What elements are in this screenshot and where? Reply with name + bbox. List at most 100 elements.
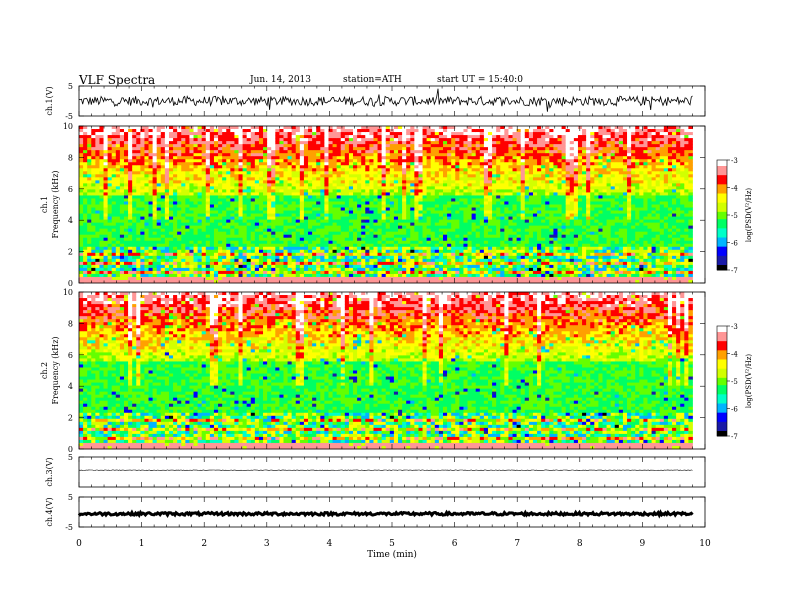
spectrogram-cell: [292, 147, 296, 150]
spectrogram-cell: [243, 274, 247, 277]
spectrogram-cell: [361, 180, 365, 183]
spectrogram-cell: [202, 183, 206, 186]
spectrogram-cell: [304, 138, 308, 141]
spectrogram-cell: [161, 238, 165, 241]
spectrogram-cell: [251, 265, 255, 268]
spectrogram-cell: [300, 256, 304, 259]
spectrogram-cell: [116, 247, 120, 250]
spectrogram-cell: [279, 192, 283, 195]
spectrogram-cell: [87, 201, 91, 204]
spectrogram-cell: [202, 244, 206, 247]
spectrogram-cell: [144, 195, 148, 198]
spectrogram-cell: [369, 208, 373, 211]
spectrogram-cell: [234, 180, 238, 183]
spectrogram-cell: [320, 244, 324, 247]
spectrogram-cell: [251, 208, 255, 211]
spectrogram-cell: [132, 189, 136, 192]
spectrogram-cell: [263, 205, 267, 208]
spectrogram-cell: [418, 135, 422, 138]
spectrogram-cell: [214, 162, 218, 165]
spectrogram-cell: [124, 268, 128, 271]
spectrogram-cell: [406, 177, 410, 180]
spectrogram-cell: [161, 156, 165, 159]
spectrogram-cell: [455, 268, 459, 271]
spectrogram-cell: [243, 226, 247, 229]
spectrogram-cell: [390, 214, 394, 217]
spectrogram-cell: [214, 138, 218, 141]
spectrogram-cell: [210, 220, 214, 223]
spectrogram-cell: [99, 259, 103, 262]
spectrogram-cell: [418, 189, 422, 192]
spectrogram-cell: [455, 241, 459, 244]
spectrogram-cell: [402, 150, 406, 153]
spectrogram-cell: [390, 177, 394, 180]
spectrogram-cell: [214, 265, 218, 268]
spectrogram-cell: [361, 156, 365, 159]
spectrogram-cell: [455, 235, 459, 238]
spectrogram-cell: [210, 168, 214, 171]
spectrogram-cell: [214, 223, 218, 226]
spectrogram-cell: [263, 232, 267, 235]
spectrogram-cell: [263, 241, 267, 244]
spectrogram-cell: [210, 156, 214, 159]
spectrogram-cell: [390, 138, 394, 141]
spectrogram-cell: [443, 168, 447, 171]
spectrogram-cell: [214, 232, 218, 235]
spectrogram-cell: [95, 256, 99, 259]
spectrogram-cell: [230, 132, 234, 135]
spectrogram-cell: [157, 232, 161, 235]
spectrogram-cell: [292, 189, 296, 192]
spectrogram-cell: [177, 186, 181, 189]
spectrogram-cell: [234, 277, 238, 280]
spectrogram-cell: [378, 205, 382, 208]
spectrogram-cell: [308, 223, 312, 226]
spectrogram-cell: [279, 129, 283, 132]
spectrogram-cell: [206, 141, 210, 144]
spectrogram-cell: [333, 171, 337, 174]
spectrogram-cell: [296, 253, 300, 256]
spectrogram-cell: [296, 147, 300, 150]
spectrogram-cell: [202, 253, 206, 256]
spectrogram-cell: [427, 156, 431, 159]
spectrogram-cell: [83, 256, 87, 259]
spectrogram-cell: [402, 177, 406, 180]
spectrogram-cell: [194, 208, 198, 211]
spectrogram-cell: [185, 129, 189, 132]
spectrogram-cell: [149, 235, 153, 238]
spectrogram-cell: [275, 153, 279, 156]
spectrogram-cell: [251, 201, 255, 204]
spectrogram-cell: [222, 153, 226, 156]
spectrogram-cell: [410, 168, 414, 171]
spectrogram-cell: [79, 198, 83, 201]
spectrogram-cell: [288, 265, 292, 268]
spectrogram-cell: [132, 144, 136, 147]
spectrogram-cell: [382, 141, 386, 144]
spectrogram-cell: [402, 132, 406, 135]
spectrogram-cell: [320, 232, 324, 235]
spectrogram-cell: [337, 274, 341, 277]
spectrogram-cell: [271, 271, 275, 274]
spectrogram-cell: [116, 238, 120, 241]
spectrogram-cell: [296, 159, 300, 162]
spectrogram-cell: [189, 241, 193, 244]
spectrogram-cell: [189, 247, 193, 250]
spectrogram-cell: [459, 220, 463, 223]
spectrogram-cell: [177, 192, 181, 195]
spectrogram-cell: [373, 220, 377, 223]
spectrogram-cell: [165, 235, 169, 238]
spectrogram-cell: [324, 186, 328, 189]
spectrogram-cell: [304, 235, 308, 238]
spectrogram-cell: [373, 159, 377, 162]
spectrogram-cell: [308, 165, 312, 168]
y-axis-label: ch.1(V): [45, 86, 54, 115]
spectrogram-cell: [247, 159, 251, 162]
spectrogram-cell: [431, 159, 435, 162]
spectrogram-cell: [390, 141, 394, 144]
spectrogram-cell: [365, 232, 369, 235]
spectrogram-cell: [157, 217, 161, 220]
spectrogram-cell: [308, 174, 312, 177]
spectrogram-cell: [283, 217, 287, 220]
spectrogram-cell: [390, 162, 394, 165]
spectrogram-cell: [410, 198, 414, 201]
spectrogram-cell: [194, 262, 198, 265]
